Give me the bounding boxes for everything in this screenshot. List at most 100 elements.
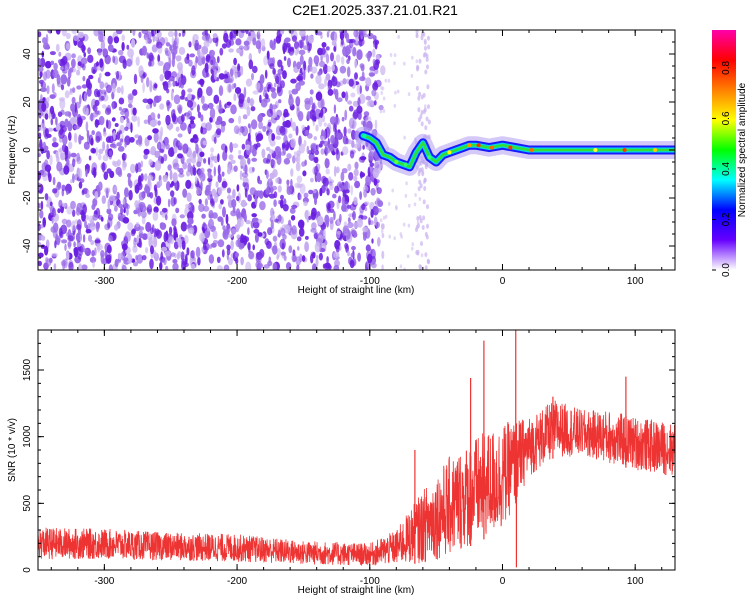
noise-blob (298, 227, 305, 237)
noise-blob (235, 208, 241, 219)
noise-blob (365, 95, 372, 101)
noise-blob (381, 250, 385, 260)
noise-blob (74, 255, 82, 264)
noise-blob (353, 175, 358, 182)
noise-blob (107, 35, 113, 45)
noise-blob (63, 165, 70, 175)
noise-blob (290, 179, 293, 188)
noise-blob (126, 58, 133, 67)
noise-blob (380, 86, 383, 91)
noise-blob (150, 227, 154, 235)
noise-blob (310, 177, 314, 183)
noise-blob (261, 38, 266, 49)
noise-blob (141, 216, 146, 225)
noise-blob (371, 89, 377, 97)
noise-blob (100, 253, 105, 264)
noise-blob (140, 74, 144, 84)
noise-blob (303, 139, 307, 147)
noise-blob (167, 30, 175, 38)
noise-blob (178, 142, 183, 151)
noise-blob (382, 96, 386, 101)
noise-blob (243, 40, 250, 46)
noise-blob (298, 193, 302, 201)
noise-blob (348, 78, 354, 87)
noise-blob (335, 81, 341, 88)
noise-blob (328, 30, 331, 33)
noise-blob (389, 53, 393, 57)
noise-blob (118, 55, 126, 64)
noise-blob (297, 73, 304, 83)
noise-blob (199, 78, 205, 86)
noise-blob (202, 103, 209, 111)
noise-blob (72, 158, 76, 168)
noise-blob (197, 91, 200, 100)
noise-blob (119, 138, 124, 143)
noise-blob (301, 161, 306, 167)
noise-blob (52, 188, 58, 194)
noise-blob (318, 116, 323, 128)
noise-blob (70, 152, 77, 158)
noise-blob (267, 227, 273, 236)
noise-blob (270, 87, 276, 93)
noise-blob (403, 267, 406, 270)
noise-blob (42, 97, 46, 103)
noise-blob (182, 162, 188, 170)
colorbar-tick-label: 0.0 (721, 263, 732, 277)
noise-blob (114, 205, 118, 212)
noise-blob (310, 253, 314, 264)
noise-blob (51, 142, 59, 148)
noise-blob (157, 60, 164, 66)
noise-blob (159, 103, 165, 110)
noise-blob (265, 170, 269, 180)
noise-blob (281, 242, 285, 250)
noise-blob (167, 70, 172, 78)
noise-blob (339, 31, 345, 41)
noise-blob (359, 156, 367, 161)
noise-blob (153, 30, 156, 35)
noise-blob (320, 108, 324, 118)
noise-blob (292, 155, 296, 164)
noise-blob (252, 90, 259, 95)
noise-blob (421, 170, 425, 175)
noise-blob (38, 241, 42, 248)
noise-blob (298, 135, 302, 147)
noise-blob (138, 191, 145, 201)
noise-blob (278, 99, 282, 104)
noise-blob (296, 61, 302, 70)
noise-blob (78, 263, 83, 270)
noise-blob (247, 227, 250, 236)
noise-blob (252, 65, 258, 74)
x-tick-label: -300 (94, 276, 114, 287)
noise-blob (308, 189, 314, 195)
noise-blob (375, 208, 382, 213)
noise-blob (310, 228, 317, 233)
noise-blob (216, 128, 222, 136)
noise-blob (38, 152, 41, 158)
noise-blob (41, 102, 47, 112)
noise-blob (333, 104, 337, 114)
noise-blob (42, 37, 47, 44)
noise-blob (335, 132, 342, 139)
noise-blob (315, 124, 319, 132)
noise-blob (135, 222, 140, 228)
noise-blob (381, 264, 384, 270)
noise-blob (191, 65, 196, 76)
noise-blob (112, 82, 116, 94)
noise-blob (251, 167, 255, 172)
noise-blob (295, 156, 299, 162)
noise-blob (116, 71, 120, 80)
noise-blob (132, 89, 138, 96)
noise-blob (177, 251, 182, 257)
noise-blob (83, 141, 90, 150)
noise-blob (68, 90, 73, 96)
noise-blob (359, 85, 362, 95)
noise-blob (425, 234, 429, 240)
noise-blob (50, 118, 54, 126)
noise-blob (277, 185, 282, 193)
noise-blob (51, 252, 58, 257)
noise-blob (108, 195, 116, 201)
noise-blob (328, 200, 335, 209)
noise-blob (79, 94, 82, 105)
noise-blob (138, 230, 144, 237)
noise-blob (341, 56, 345, 65)
